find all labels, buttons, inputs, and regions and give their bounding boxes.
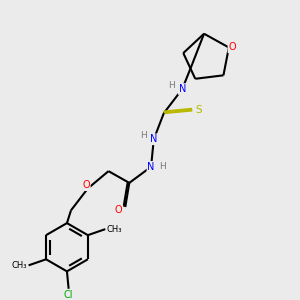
Text: O: O bbox=[228, 43, 236, 52]
Text: O: O bbox=[115, 206, 122, 215]
Text: Cl: Cl bbox=[64, 290, 74, 300]
Text: H: H bbox=[159, 162, 166, 171]
Text: CH₃: CH₃ bbox=[11, 261, 27, 270]
Text: N: N bbox=[147, 162, 155, 172]
Text: S: S bbox=[195, 106, 202, 116]
Text: O: O bbox=[82, 180, 90, 190]
Text: CH₃: CH₃ bbox=[107, 225, 122, 234]
Text: N: N bbox=[178, 84, 186, 94]
Text: N: N bbox=[150, 134, 158, 144]
Text: H: H bbox=[168, 80, 175, 89]
Text: H: H bbox=[140, 131, 146, 140]
